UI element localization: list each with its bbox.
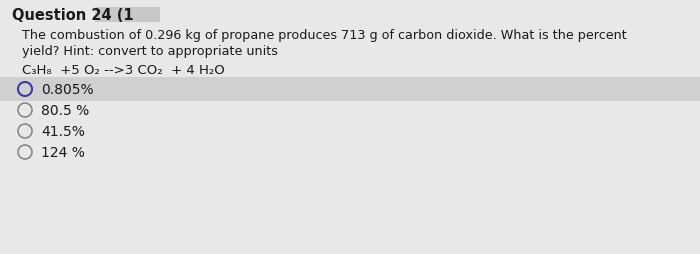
Text: 0.805%: 0.805% <box>41 83 94 97</box>
Text: 41.5%: 41.5% <box>41 124 85 138</box>
FancyBboxPatch shape <box>0 78 700 102</box>
Text: yield? Hint: convert to appropriate units: yield? Hint: convert to appropriate unit… <box>22 45 278 58</box>
Text: C₃H₈  +5 O₂ -->3 CO₂  + 4 H₂O: C₃H₈ +5 O₂ -->3 CO₂ + 4 H₂O <box>22 64 225 77</box>
FancyBboxPatch shape <box>95 8 160 23</box>
Text: The combustion of 0.296 kg of propane produces 713 g of carbon dioxide. What is : The combustion of 0.296 kg of propane pr… <box>22 29 626 42</box>
Text: 124 %: 124 % <box>41 146 85 159</box>
Text: 80.5 %: 80.5 % <box>41 104 90 118</box>
Text: Question 24 (1: Question 24 (1 <box>12 8 134 23</box>
